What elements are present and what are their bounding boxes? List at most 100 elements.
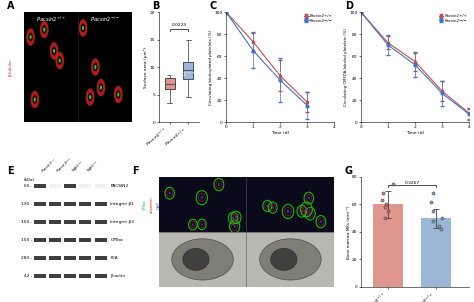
Bar bbox=[49, 220, 61, 223]
Bar bbox=[246, 232, 334, 287]
Point bbox=[382, 202, 390, 207]
Text: Integrin β3: Integrin β3 bbox=[110, 220, 134, 224]
Circle shape bbox=[235, 216, 237, 219]
Point bbox=[378, 198, 385, 203]
Circle shape bbox=[81, 24, 85, 32]
Text: $Itgb1^{fl/fl}$: $Itgb1^{fl/fl}$ bbox=[70, 158, 87, 175]
Text: $Pacsin2^{+/+}$: $Pacsin2^{+/+}$ bbox=[165, 69, 196, 79]
Ellipse shape bbox=[172, 239, 233, 280]
Text: B: B bbox=[153, 1, 160, 11]
Text: C: C bbox=[210, 1, 217, 11]
Text: D: D bbox=[345, 1, 353, 11]
Bar bbox=[80, 274, 91, 278]
Text: 42 -: 42 - bbox=[24, 274, 32, 278]
PathPatch shape bbox=[183, 62, 193, 79]
Text: 0.0223: 0.0223 bbox=[172, 24, 187, 27]
Text: $Itgb1^{fl/fl}$: $Itgb1^{fl/fl}$ bbox=[85, 158, 102, 175]
Text: 130 -: 130 - bbox=[21, 202, 32, 206]
Text: GPIbα: GPIbα bbox=[110, 238, 123, 242]
Text: F: F bbox=[132, 166, 139, 176]
Bar bbox=[49, 184, 61, 188]
Circle shape bbox=[168, 192, 171, 195]
Circle shape bbox=[53, 49, 55, 53]
Text: $Pacsin2^{-/-}$: $Pacsin2^{-/-}$ bbox=[254, 69, 283, 79]
Circle shape bbox=[89, 95, 91, 99]
Bar bbox=[95, 238, 107, 242]
X-axis label: Time (d): Time (d) bbox=[406, 131, 424, 135]
Circle shape bbox=[308, 197, 310, 200]
Text: GPIbα: GPIbα bbox=[143, 199, 146, 210]
Circle shape bbox=[232, 217, 234, 220]
Circle shape bbox=[287, 210, 290, 213]
Ellipse shape bbox=[271, 249, 297, 270]
Circle shape bbox=[55, 52, 64, 69]
Circle shape bbox=[233, 225, 236, 228]
Bar bbox=[49, 238, 61, 242]
Text: $Pacsin2^{+/+}$: $Pacsin2^{+/+}$ bbox=[36, 14, 66, 24]
Text: 0.3267: 0.3267 bbox=[404, 181, 419, 185]
Point bbox=[436, 224, 443, 229]
Circle shape bbox=[305, 207, 308, 211]
Bar bbox=[80, 220, 91, 223]
Bar bbox=[95, 184, 107, 188]
Point bbox=[429, 191, 437, 196]
Text: PACSIN2: PACSIN2 bbox=[110, 184, 128, 188]
Bar bbox=[421, 218, 451, 287]
Circle shape bbox=[86, 88, 94, 106]
Bar bbox=[34, 220, 46, 223]
Bar bbox=[64, 220, 76, 223]
Text: 280 -: 280 - bbox=[21, 256, 32, 260]
Circle shape bbox=[82, 26, 84, 30]
Text: E: E bbox=[8, 166, 14, 176]
Circle shape bbox=[91, 58, 100, 76]
Text: (kDa): (kDa) bbox=[24, 178, 35, 182]
Text: $Pacsin2^{-/-}$: $Pacsin2^{-/-}$ bbox=[90, 14, 120, 24]
Bar bbox=[34, 274, 46, 278]
Circle shape bbox=[30, 91, 39, 108]
Bar bbox=[80, 256, 91, 260]
Bar bbox=[95, 274, 107, 278]
Legend: Pacsin2+/+, Pacsin2−/−: Pacsin2+/+, Pacsin2−/− bbox=[439, 14, 467, 23]
Y-axis label: Bone marrow MKs (mm⁻²): Bone marrow MKs (mm⁻²) bbox=[346, 205, 351, 259]
Ellipse shape bbox=[260, 239, 321, 280]
Text: DAPI: DAPI bbox=[156, 200, 161, 209]
Bar bbox=[95, 256, 107, 260]
Circle shape bbox=[42, 25, 46, 34]
Bar bbox=[80, 184, 91, 188]
Circle shape bbox=[97, 79, 105, 96]
Bar bbox=[64, 256, 76, 260]
Text: Fibronectin: Fibronectin bbox=[0, 56, 2, 78]
Bar bbox=[34, 256, 46, 260]
Bar bbox=[80, 238, 91, 242]
Text: β-actin: β-actin bbox=[110, 274, 126, 278]
Bar bbox=[49, 256, 61, 260]
Bar bbox=[34, 202, 46, 206]
Bar bbox=[49, 274, 61, 278]
PathPatch shape bbox=[164, 78, 175, 89]
Circle shape bbox=[79, 19, 87, 37]
Text: $Pacsin2^{-/-}$: $Pacsin2^{-/-}$ bbox=[55, 155, 75, 175]
Circle shape bbox=[272, 206, 274, 209]
Bar bbox=[64, 238, 76, 242]
Point bbox=[427, 199, 434, 204]
Point bbox=[429, 209, 437, 214]
Circle shape bbox=[26, 28, 35, 46]
Circle shape bbox=[100, 85, 102, 90]
Circle shape bbox=[192, 223, 194, 226]
Bar bbox=[34, 238, 46, 242]
Point bbox=[389, 182, 397, 186]
X-axis label: Time (d): Time (d) bbox=[271, 131, 289, 135]
Circle shape bbox=[52, 47, 56, 55]
Circle shape bbox=[116, 90, 120, 99]
Point bbox=[380, 191, 387, 196]
Circle shape bbox=[201, 196, 203, 199]
Bar bbox=[159, 232, 246, 287]
Text: α-laminin: α-laminin bbox=[150, 196, 154, 213]
Circle shape bbox=[40, 21, 49, 38]
Text: 150 -: 150 - bbox=[21, 238, 32, 242]
Circle shape bbox=[201, 223, 203, 226]
Text: 100 -: 100 - bbox=[21, 220, 32, 224]
Y-axis label: Surface area (μm²): Surface area (μm²) bbox=[144, 47, 148, 88]
Bar bbox=[34, 184, 46, 188]
Legend: Pacsin2+/+, Pacsin2−/−: Pacsin2+/+, Pacsin2−/− bbox=[304, 14, 332, 23]
